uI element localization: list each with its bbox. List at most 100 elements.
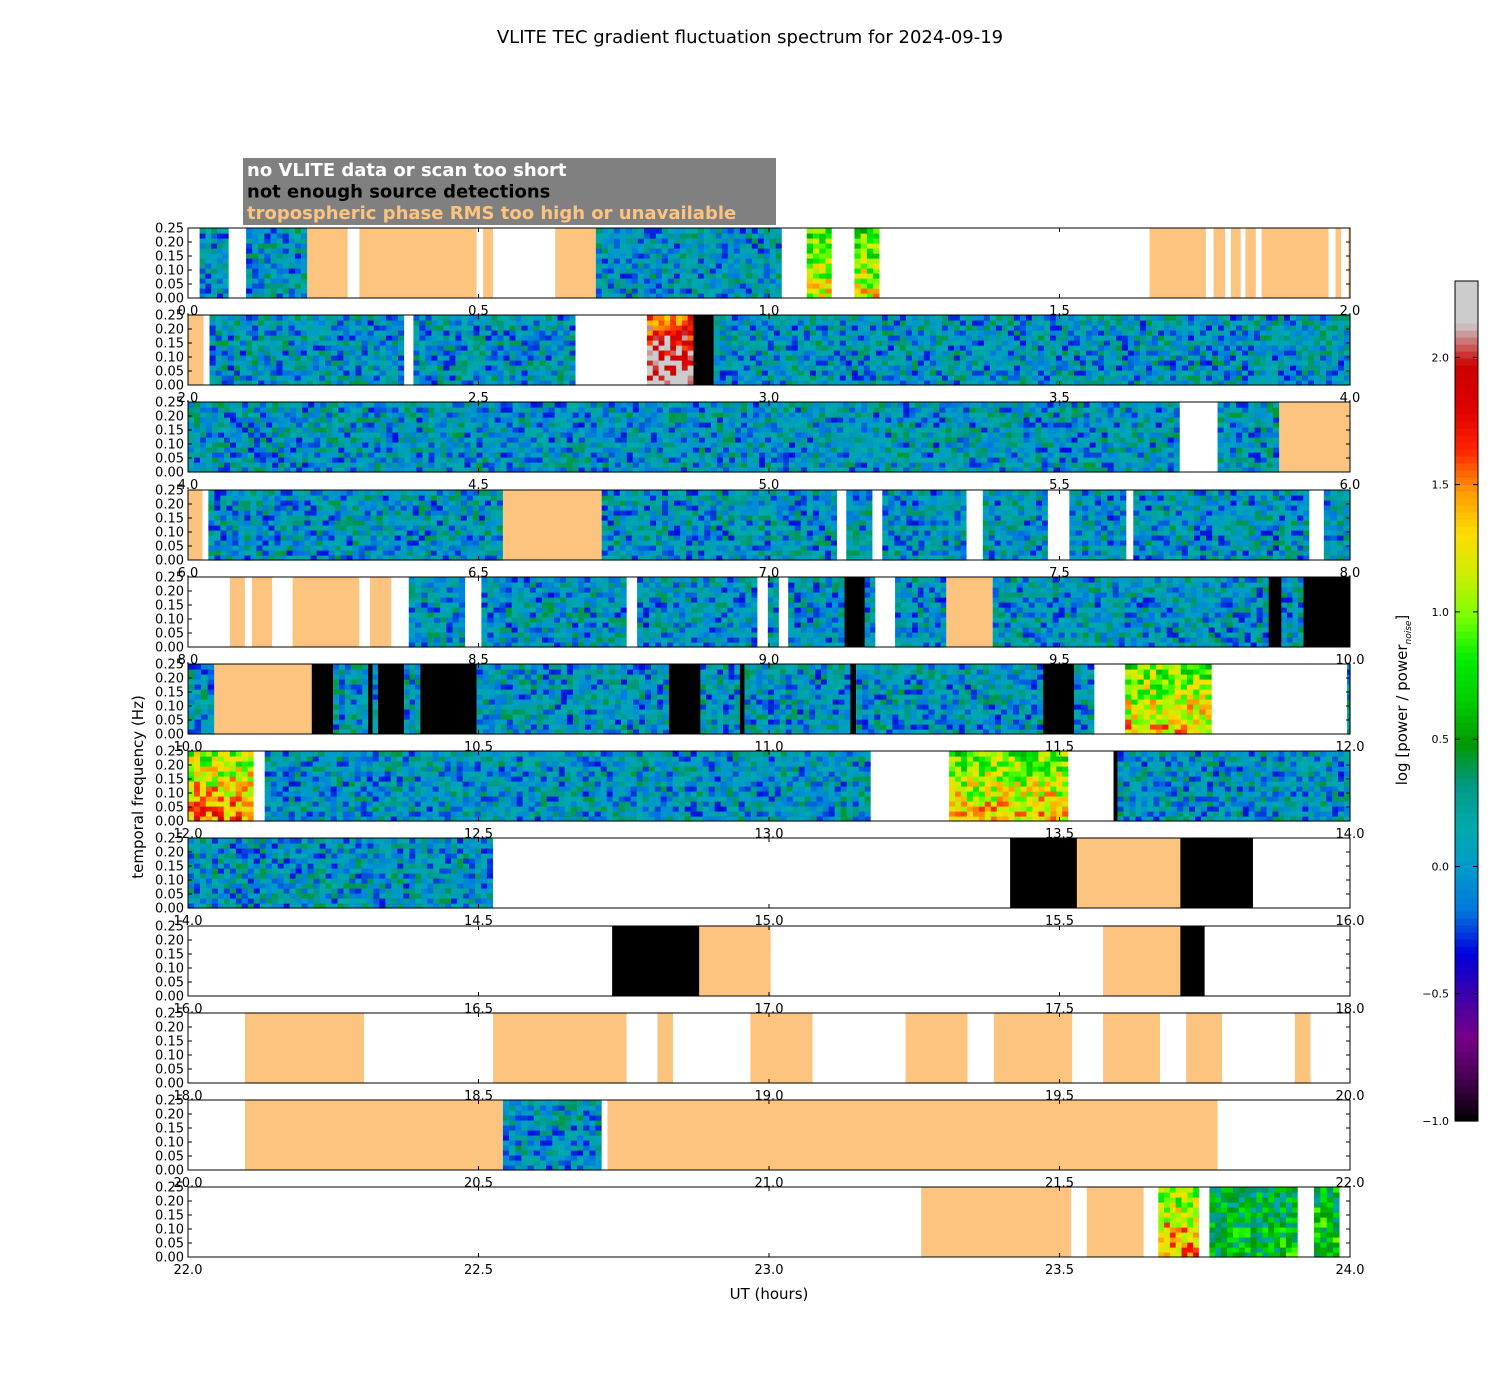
spectrum-cell	[819, 427, 826, 433]
spectrum-cell	[626, 422, 634, 428]
spectrum-cell	[887, 360, 895, 366]
spectrum-cell	[518, 432, 526, 438]
spectrum-cell	[584, 432, 592, 438]
spectrum-cell	[218, 407, 225, 413]
spectrum-cell	[891, 402, 898, 408]
spectrum-cell	[331, 375, 338, 381]
spectrum-cell	[1331, 375, 1339, 381]
spectrum-cell	[431, 360, 439, 366]
spectrum-cell	[1055, 365, 1063, 371]
spectrum-cell	[1145, 355, 1153, 361]
spectrum-cell	[1229, 335, 1237, 341]
spectrum-cell	[704, 432, 712, 438]
spectrum-cell	[542, 462, 550, 468]
spectrum-cell	[452, 427, 460, 433]
spectrum-cell	[983, 350, 991, 356]
spectrum-cell	[428, 417, 436, 423]
spectrum-cell	[1103, 365, 1111, 371]
spectrum-cell	[294, 268, 302, 274]
spectrum-cell	[521, 365, 529, 371]
panels: 0.000.050.100.150.200.250.0 0.5 1.0 1.5 2.00…	[155, 222, 1364, 1279]
spectrum-cell	[866, 283, 874, 289]
spectrum-cell	[272, 417, 279, 423]
spectrum-cell	[959, 315, 967, 321]
spectrum-cell	[482, 447, 490, 453]
spectrum-cell	[595, 293, 603, 299]
spectrum-cell	[662, 402, 670, 408]
spectrum-cell	[1301, 330, 1309, 336]
spectrum-cell	[897, 432, 904, 438]
spectrum-cell	[709, 258, 717, 264]
spectrum-cell	[218, 402, 225, 408]
spectrum-cell	[947, 350, 955, 356]
spectrum-cell	[685, 268, 693, 274]
spectrum-cell	[897, 462, 904, 468]
spectrum-cell	[767, 370, 775, 376]
spectrum-cell	[668, 467, 676, 473]
spectrum-cell	[290, 462, 297, 468]
spectrum-cell	[626, 432, 634, 438]
spectrum-cell	[1007, 330, 1015, 336]
spectrum-cell	[1163, 370, 1171, 376]
spectrum-cell	[1259, 345, 1267, 351]
spectrum-cell	[775, 293, 783, 299]
spectrum-cell	[1115, 355, 1123, 361]
spectrum-cell	[248, 417, 255, 423]
spectrum-cell	[491, 370, 499, 376]
spectrum-cell	[644, 467, 652, 473]
spectrum-cell	[290, 412, 297, 418]
spectrum-cell	[494, 467, 502, 473]
spectrum-cell	[740, 432, 748, 438]
spectrum-cell	[806, 268, 814, 274]
spectrum-cell	[361, 350, 369, 356]
spectrum-cell	[765, 427, 772, 433]
spectrum-cell	[929, 345, 937, 351]
spectrum-cell	[866, 228, 874, 234]
spectrum-cell	[1073, 350, 1081, 356]
spectrum-cell	[1265, 365, 1273, 371]
spectrum-cell	[533, 360, 541, 366]
spectrum-cell	[626, 427, 634, 433]
spectrum-cell	[350, 447, 357, 453]
spectrum-cell	[491, 315, 499, 321]
spectrum-cell	[1205, 380, 1213, 386]
spectrum-cell	[270, 233, 278, 239]
spectrum-cell	[827, 340, 835, 346]
spectrum-cell	[1337, 365, 1345, 371]
spectrum-cell	[392, 447, 399, 453]
spectrum-cell	[288, 350, 296, 356]
spectrum-cell	[806, 288, 814, 294]
troposphere-segment	[1149, 228, 1206, 298]
spectrum-cell	[288, 320, 296, 326]
spectrum-cell	[200, 422, 207, 428]
spectrum-cell	[825, 268, 833, 274]
spectrum-cell	[676, 320, 683, 326]
spectrum-cell	[446, 422, 454, 428]
spectrum-cell	[464, 442, 472, 448]
spectrum-cell	[1043, 345, 1051, 351]
spectrum-cell	[254, 447, 261, 453]
spectrum-cell	[1271, 375, 1279, 381]
spectrum-cell	[320, 417, 327, 423]
spectrum-cell	[300, 340, 308, 346]
spectrum-cell	[827, 380, 835, 386]
spectrum-cell	[652, 370, 660, 376]
spectrum-cell	[386, 447, 393, 453]
spectrum-cell	[343, 315, 350, 321]
spectrum-cell	[506, 432, 514, 438]
spectrum-cell	[1301, 315, 1309, 321]
spectrum-cell	[1127, 350, 1135, 356]
spectrum-cell	[813, 253, 820, 259]
spectrum-cell	[777, 402, 784, 408]
spectrum-cell	[734, 457, 742, 463]
spectrum-cell	[485, 320, 493, 326]
spectrum-cell	[212, 407, 219, 413]
spectrum-cell	[731, 340, 739, 346]
spectrum-cell	[503, 340, 511, 346]
spectrum-cell	[903, 442, 910, 448]
spectrum-cell	[728, 422, 736, 428]
spectrum-cell	[1091, 340, 1099, 346]
spectrum-cell	[873, 248, 880, 254]
spectrum-cell	[1187, 320, 1195, 326]
spectrum-cell	[533, 315, 541, 321]
